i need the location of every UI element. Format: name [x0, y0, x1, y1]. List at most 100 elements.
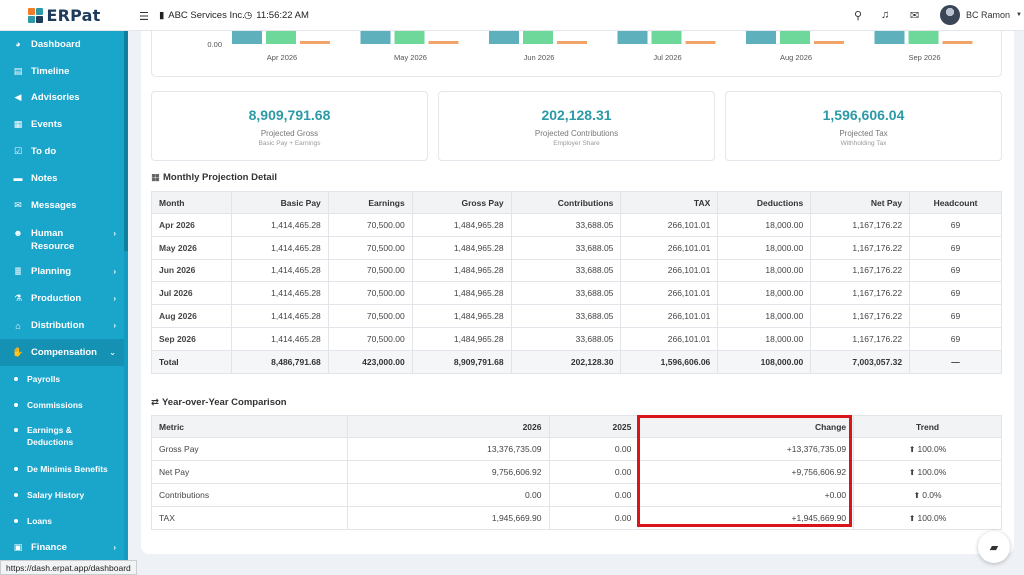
users-icon: ☻ — [13, 227, 23, 238]
table-row: Aug 2026 1,414,465.28 70,500.00 1,484,965.2… — [151, 304, 1002, 328]
sidebar-item-notes[interactable]: ▬ Notes — [0, 165, 128, 192]
sidebar-scrollbar[interactable] — [124, 31, 128, 575]
sidebar-item-planning[interactable]: ≣ Planning › — [0, 259, 128, 286]
column-header[interactable]: Net Pay — [810, 191, 911, 214]
table-cell: 69 — [909, 326, 1002, 351]
user-name: BC Ramon — [966, 10, 1011, 20]
table-row: Apr 2026 1,414,465.28 70,500.00 1,484,965.2… — [151, 213, 1002, 237]
x-tick-label: Jul 2026 — [653, 53, 681, 62]
user-menu[interactable]: BC Ramon ▼ — [940, 5, 1022, 25]
yoy-section-title: ⇄ Year-over-Year Comparison — [151, 397, 287, 408]
caret-down-icon: ▼ — [1016, 12, 1022, 18]
search-icon[interactable]: ⚲ — [854, 10, 863, 22]
sidebar-item-timeline[interactable]: ▤ Timeline — [0, 58, 128, 85]
chart-bar — [942, 41, 973, 44]
column-header[interactable]: TAX — [620, 191, 719, 214]
chevron-right-icon: › — [113, 321, 116, 331]
column-header[interactable]: Change — [638, 415, 855, 438]
sidebar-subitem-commissions[interactable]: Commissions — [0, 392, 128, 418]
total-cell: Total — [151, 349, 232, 374]
column-header[interactable]: 2025 — [548, 415, 640, 438]
sidebar-subitem-label: Payrolls — [27, 373, 61, 384]
trend-cell: ⬆ 100.0% — [853, 506, 1002, 530]
clock-time: 11:56:22 AM — [256, 10, 309, 21]
sidebar-subitem-loans[interactable]: Loans — [0, 508, 128, 534]
chart-bar — [232, 31, 262, 44]
sidebar-subitem-earnings-deductions[interactable]: Earnings & Deductions — [0, 418, 128, 456]
layers-icon: ≣ — [14, 266, 22, 277]
column-header[interactable]: Basic Pay — [230, 191, 329, 214]
stat-value: 202,128.31 — [541, 107, 612, 123]
table-row: TAX 1,945,669.90 0.00 +1,945,669.90 ⬆ 100.0% — [151, 506, 1002, 530]
sidebar-subitem-salary-history[interactable]: Salary History — [0, 482, 128, 508]
yoy-comparison-table: Metric 2026 2025 Change Trend Gross Pay 1… — [151, 415, 1002, 530]
column-header[interactable]: Headcount — [909, 191, 1002, 214]
sidebar-item-events[interactable]: ▦ Events — [0, 111, 128, 138]
column-header[interactable]: Contributions — [510, 191, 622, 214]
table-cell: 266,101.01 — [620, 213, 719, 237]
sidebar-item-human-resource[interactable]: ☻ Human Resource › — [0, 219, 128, 259]
table-cell: 266,101.01 — [620, 304, 719, 328]
table-cell: 13,376,735.09 — [346, 437, 550, 461]
sidebar-item-compensation[interactable]: ✋ Compensation ⌄ — [0, 338, 128, 366]
table-cell: Apr 2026 — [151, 213, 232, 237]
sidebar-item-distribution[interactable]: ⌂ Distribution › — [0, 312, 128, 339]
table-cell: 0.00 — [548, 506, 640, 530]
sidebar-item-label: Distribution — [31, 320, 85, 332]
sidebar-item-dashboard[interactable]: ◕ Dashboard — [0, 31, 128, 58]
chart-bar — [300, 41, 330, 44]
column-header[interactable]: Trend — [853, 415, 1002, 438]
table-cell: 70,500.00 — [327, 281, 413, 306]
mail-icon[interactable]: ✉ — [910, 10, 920, 22]
note-icon: ▬ — [13, 173, 23, 184]
sidebar-item-label: Production — [31, 293, 82, 305]
table-cell: 69 — [909, 304, 1002, 328]
dashboard-icon: ◕ — [15, 39, 21, 50]
column-header[interactable]: Deductions — [717, 191, 812, 214]
sidebar-item-advisories[interactable]: ◀ Advisories — [0, 85, 128, 112]
company-selector[interactable]: ▮ ABC Services Inc. — [159, 10, 245, 21]
sidebar-item-finance[interactable]: ▣ Finance › — [0, 534, 128, 561]
column-header[interactable]: Month — [151, 191, 232, 214]
table-cell: 18,000.00 — [717, 281, 812, 306]
sidebar-item-label: Timeline — [31, 65, 70, 77]
chevron-right-icon: › — [113, 267, 116, 277]
sidebar-item-messages[interactable]: ✉ Messages — [0, 192, 128, 219]
table-cell: 1,414,465.28 — [230, 258, 329, 283]
chart-bar — [685, 41, 716, 44]
projection-chart-svg: 0.00 Apr 2026 May 2026 Jun 2026 Jul 2026 Aug … — [207, 31, 973, 62]
column-header[interactable]: Gross Pay — [411, 191, 512, 214]
table-cell: 18,000.00 — [717, 304, 812, 328]
table-cell: 69 — [909, 258, 1002, 283]
column-header[interactable]: 2026 — [346, 415, 550, 438]
stat-label: Projected Gross — [260, 129, 319, 138]
table-cell: 1,167,176.22 — [810, 235, 911, 260]
sidebar-subitem-label: Salary History — [27, 489, 85, 500]
column-header[interactable]: Metric — [151, 415, 348, 438]
chat-button[interactable]: ▰ — [978, 531, 1010, 563]
top-bar: ERPat ☰ ▮ ABC Services Inc. ◷ 11:56:22 A… — [0, 0, 1024, 31]
column-header[interactable]: Earnings — [327, 191, 413, 214]
table-row: May 2026 1,414,465.28 70,500.00 1,484,965.2… — [151, 235, 1002, 260]
chart-bar — [523, 31, 553, 44]
table-header-row: Month Basic Pay Earnings Gross Pay Contr… — [151, 191, 1002, 214]
menu-toggle-icon[interactable]: ☰ — [139, 11, 149, 23]
trend-cell: ⬆ 100.0% — [853, 460, 1002, 484]
logo[interactable]: ERPat — [0, 0, 128, 31]
sidebar-item-todo[interactable]: ☑ To do — [0, 138, 128, 165]
table-cell: TAX — [151, 506, 348, 530]
table-row: Net Pay 9,756,606.92 0.00 +9,756,606.92 ⬆ 100… — [151, 460, 1002, 484]
sidebar-subitem-payrolls[interactable]: Payrolls — [0, 366, 128, 392]
sidebar-scroll-thumb[interactable] — [124, 31, 128, 251]
bullet-icon — [14, 466, 18, 471]
sidebar-item-production[interactable]: ⚗ Production › — [0, 285, 128, 312]
chat-icon: ▰ — [989, 541, 999, 554]
stat-value: 8,909,791.68 — [248, 107, 331, 123]
table-cell: 33,688.05 — [510, 235, 622, 260]
sidebar-item-label: To do — [31, 146, 57, 158]
sidebar-item-label: Compensation — [31, 346, 97, 358]
chevron-right-icon: › — [113, 228, 116, 238]
x-tick-label: Sep 2026 — [908, 53, 940, 62]
bell-icon[interactable]: ♫ — [881, 9, 890, 21]
sidebar-subitem-de-minimis[interactable]: De Minimis Benefits — [0, 456, 128, 482]
